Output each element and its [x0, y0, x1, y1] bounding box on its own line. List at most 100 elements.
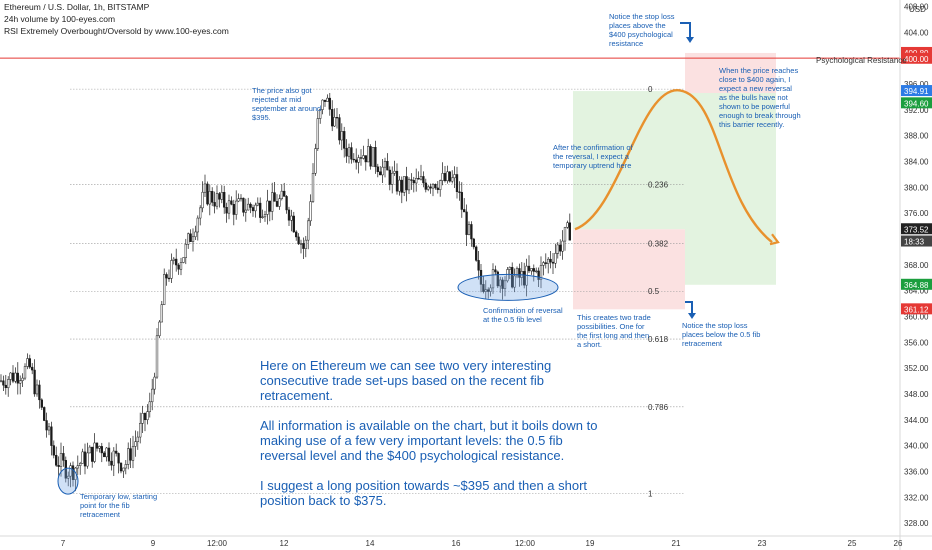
candle-body	[482, 284, 485, 292]
candle-body	[151, 388, 154, 403]
candle-body	[431, 184, 435, 189]
indicator-rsi[interactable]: RSI Extremely Overbought/Oversold by www…	[4, 26, 229, 36]
candle-body	[266, 200, 269, 215]
candle-body	[167, 277, 171, 280]
stop-arrow-top	[680, 22, 691, 40]
y-tick-label: 404.00	[904, 28, 929, 37]
indicator-volume[interactable]: 24h volume by 100-eyes.com	[4, 14, 116, 24]
highlight-ellipses	[57, 273, 559, 495]
x-tick-label: 12:00	[515, 539, 536, 548]
candle-body	[59, 453, 63, 467]
candle-body	[427, 186, 430, 190]
price-badge-text: 394.91	[904, 87, 929, 96]
candle-body	[242, 197, 245, 213]
candle-body	[554, 253, 557, 264]
price-badges: 400.80400.00394.91394.60373.5218:33364.8…	[901, 46, 932, 315]
y-tick-label: 384.00	[904, 157, 929, 166]
candle-body	[302, 243, 305, 249]
candle-body	[369, 146, 372, 167]
fib-label: 0.236	[648, 181, 669, 190]
candle-body	[424, 182, 427, 190]
candle-body	[419, 176, 423, 180]
note-new-reversal: When the price reaches close to $400 aga…	[719, 66, 801, 129]
candle-body	[451, 177, 454, 182]
candle-body	[484, 289, 487, 292]
psychological-resistance-label: Psychological Resistance	[816, 56, 907, 65]
projection-path	[574, 89, 780, 246]
candle-body	[98, 446, 101, 449]
y-tick-label: 356.00	[904, 338, 929, 347]
candle-body	[172, 258, 175, 261]
candle-body	[211, 191, 214, 203]
candle-body	[489, 287, 492, 292]
candle-body	[527, 265, 531, 272]
candle-body	[479, 269, 483, 285]
candle-body	[331, 109, 334, 127]
candle-body	[227, 200, 231, 214]
candle-body	[355, 159, 358, 163]
x-tick-label: 25	[848, 539, 857, 548]
candle-body	[518, 268, 521, 278]
candle-body	[362, 155, 365, 159]
candle-body	[170, 260, 173, 279]
candle-body	[9, 372, 12, 380]
candles	[0, 92, 571, 492]
candle-body	[352, 158, 355, 161]
note-two-trades: This creates two trade possibilities. On…	[577, 313, 651, 349]
y-tick-label: 380.00	[904, 183, 929, 192]
candle-body	[271, 192, 274, 212]
candle-body	[561, 240, 564, 252]
y-tick-label: 376.00	[904, 209, 929, 218]
candle-body	[386, 161, 389, 171]
price-badge-text: 18:33	[904, 238, 925, 247]
y-tick-label: 388.00	[904, 132, 929, 141]
candle-body	[115, 450, 118, 454]
candle-body	[71, 465, 75, 480]
price-badge	[901, 278, 932, 290]
candle-body	[148, 401, 151, 412]
price-badge-text: 373.52	[904, 225, 929, 234]
candle-body	[314, 148, 317, 174]
x-axis-ticks: 7 9 12:00 12 14 16 12:00 19 21 23 25 26	[61, 539, 903, 548]
y-tick-label: 392.00	[904, 106, 929, 115]
stop-arrowhead-bottom	[688, 313, 696, 319]
candle-body	[455, 174, 459, 193]
candle-body	[503, 280, 507, 289]
candle-body	[230, 200, 233, 205]
candle-body	[206, 183, 209, 205]
stop-arrows	[680, 22, 696, 319]
candle-body	[513, 275, 516, 288]
candle-body	[14, 372, 17, 382]
long-target-zone	[573, 91, 685, 230]
candle-body	[537, 270, 540, 280]
fib-label: 1	[648, 489, 653, 498]
candle-body	[374, 147, 377, 168]
candle-body	[407, 179, 411, 191]
x-tick-label: 21	[672, 539, 681, 548]
y-tick-label: 396.00	[904, 80, 929, 89]
candle-body	[199, 207, 202, 219]
candle-body	[299, 243, 303, 245]
candle-body	[67, 475, 70, 479]
candle-body	[496, 271, 499, 287]
candle-body	[40, 399, 43, 408]
candle-body	[475, 246, 478, 261]
note-reversal-confirmation: Confirmation of reversal at the 0.5 fib …	[483, 306, 563, 324]
candle-body	[158, 321, 161, 337]
candle-body	[275, 201, 279, 207]
candle-body	[249, 203, 252, 208]
x-tick-label: 14	[366, 539, 375, 548]
candle-body	[95, 442, 99, 449]
candle-body	[19, 380, 22, 384]
candle-body	[263, 214, 267, 218]
candle-body	[105, 447, 108, 458]
x-tick-label: 7	[61, 539, 66, 548]
x-tick-label: 9	[151, 539, 156, 548]
candle-body	[340, 131, 343, 141]
candle-body	[81, 451, 84, 464]
candle-body	[290, 215, 293, 221]
candle-body	[350, 147, 353, 160]
note-september-rejection: The price also got rejected at mid septe…	[252, 86, 322, 122]
candle-body	[530, 268, 533, 272]
